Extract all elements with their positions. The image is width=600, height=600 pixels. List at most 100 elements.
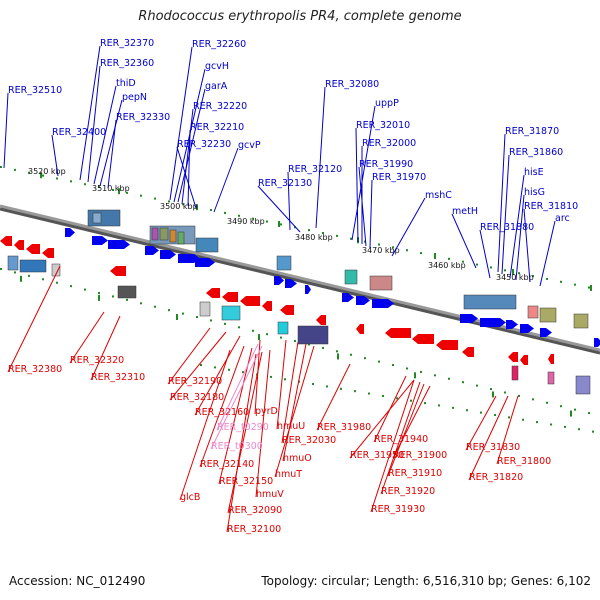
- tick-dot: [214, 366, 216, 369]
- tick-dot: [592, 430, 594, 433]
- reverse-gene-label: hmuO: [283, 453, 312, 464]
- reverse-gene-label: RER_31820: [469, 472, 523, 483]
- tick-dot: [326, 385, 328, 388]
- reverse-gene-arrow: [110, 266, 126, 276]
- kbp-label: 3460 kbp: [428, 261, 466, 270]
- label-pointer-line: [90, 315, 121, 381]
- label-pointer-line: [69, 311, 105, 364]
- reverse-gene-label: RER_32160: [195, 407, 249, 418]
- feature-box: [199, 301, 211, 317]
- tick-dot: [494, 413, 496, 416]
- forward-gene-label: RER_32120: [288, 164, 342, 175]
- label-pointer-line: [391, 197, 426, 257]
- reverse-gene-label: RER_31830: [466, 442, 520, 453]
- tick-dot: [406, 249, 408, 252]
- label-pointer-line: [213, 147, 239, 213]
- reverse-gene-label: RER_31950: [350, 450, 404, 461]
- tick-mark: [570, 410, 572, 417]
- reverse-gene-arrow: [548, 354, 554, 364]
- tick-mark: [176, 314, 178, 321]
- tick-dot: [434, 374, 436, 377]
- label-pointer-line: [281, 341, 299, 444]
- reverse-gene-label: RER_32310: [91, 372, 145, 383]
- tick-dot: [560, 405, 562, 408]
- forward-gene-arrow: [195, 258, 215, 267]
- tick-dot: [364, 357, 366, 360]
- label-pointer-line: [392, 385, 431, 459]
- tick-dot: [0, 166, 2, 168]
- label-pointer-line: [79, 45, 101, 181]
- forward-gene-arrow: [92, 236, 108, 245]
- forward-gene-arrow: [178, 254, 200, 263]
- label-pointer-line: [3, 92, 9, 169]
- rna-gene-label: RER_t0290: [217, 422, 269, 433]
- tick-dot: [438, 404, 440, 407]
- tick-dot: [504, 391, 506, 394]
- reverse-gene-arrow: [356, 324, 364, 334]
- forward-gene-label: RER_32260: [192, 39, 246, 50]
- reverse-gene-label: hmuU: [277, 421, 305, 432]
- tick-dot: [462, 260, 464, 263]
- forward-gene-arrow: [480, 318, 506, 327]
- reverse-gene-arrow: [26, 244, 40, 254]
- tick-dot: [154, 305, 156, 308]
- label-pointer-line: [497, 133, 506, 273]
- forward-gene-label: metH: [452, 206, 478, 217]
- forward-gene-arrow: [356, 296, 370, 305]
- tick-dot: [476, 384, 478, 387]
- reverse-gene-label: RER_31940: [374, 434, 428, 445]
- label-pointer-line: [187, 129, 191, 207]
- tick-dot: [70, 180, 72, 183]
- forward-gene-label: uppP: [375, 98, 399, 109]
- tick-mark: [118, 188, 120, 195]
- reverse-gene-label: pyrD: [255, 406, 278, 417]
- kbp-label: 3520 kbp: [28, 167, 66, 176]
- tick-dot: [210, 319, 212, 322]
- reverse-gene-label: RER_31920: [381, 486, 435, 497]
- tick-dot: [182, 312, 184, 315]
- reverse-gene-arrow: [0, 236, 12, 246]
- tick-dot: [564, 425, 566, 428]
- tick-dot: [420, 252, 422, 255]
- backbone-line: [0, 207, 600, 355]
- feature-box: [117, 285, 137, 299]
- tick-mark: [492, 391, 494, 398]
- tick-dot: [28, 171, 30, 174]
- label-pointer-line: [210, 345, 263, 450]
- label-pointer-line: [479, 229, 491, 279]
- feature-box: [547, 371, 555, 385]
- tick-dot: [574, 283, 576, 286]
- label-pointer-line: [468, 395, 509, 481]
- feature-box: [159, 227, 169, 241]
- reverse-gene-label: hmuT: [275, 469, 302, 480]
- tick-dot: [112, 188, 114, 191]
- rna-gene-label: RER_t0300: [211, 441, 263, 452]
- label-pointer-line: [255, 349, 271, 498]
- tick-dot: [224, 322, 226, 325]
- reverse-gene-label: RER_32180: [170, 392, 224, 403]
- feature-box: [151, 227, 159, 241]
- tick-dot: [14, 271, 16, 274]
- forward-gene-arrow: [274, 276, 284, 285]
- label-pointer-line: [169, 46, 193, 201]
- reverse-gene-arrow: [262, 301, 272, 311]
- label-pointer-line: [274, 345, 315, 478]
- label-pointer-line: [107, 119, 117, 189]
- tick-dot: [466, 409, 468, 412]
- tick-dot: [378, 243, 380, 246]
- label-pointer-line: [355, 127, 359, 243]
- tick-dot: [536, 421, 538, 424]
- tick-dot: [14, 168, 16, 171]
- forward-gene-arrow: [108, 240, 130, 249]
- label-pointer-line: [523, 208, 531, 283]
- tick-dot: [448, 377, 450, 380]
- tick-dot: [350, 353, 352, 356]
- tick-dot: [196, 316, 198, 319]
- reverse-gene-label: RER_31800: [497, 456, 551, 467]
- reverse-gene-label: RER_31910: [388, 468, 442, 479]
- topology-text: Topology: circular; Length: 6,516,310 bp…: [261, 574, 591, 588]
- tick-dot: [354, 390, 356, 393]
- label-pointer-line: [465, 395, 497, 451]
